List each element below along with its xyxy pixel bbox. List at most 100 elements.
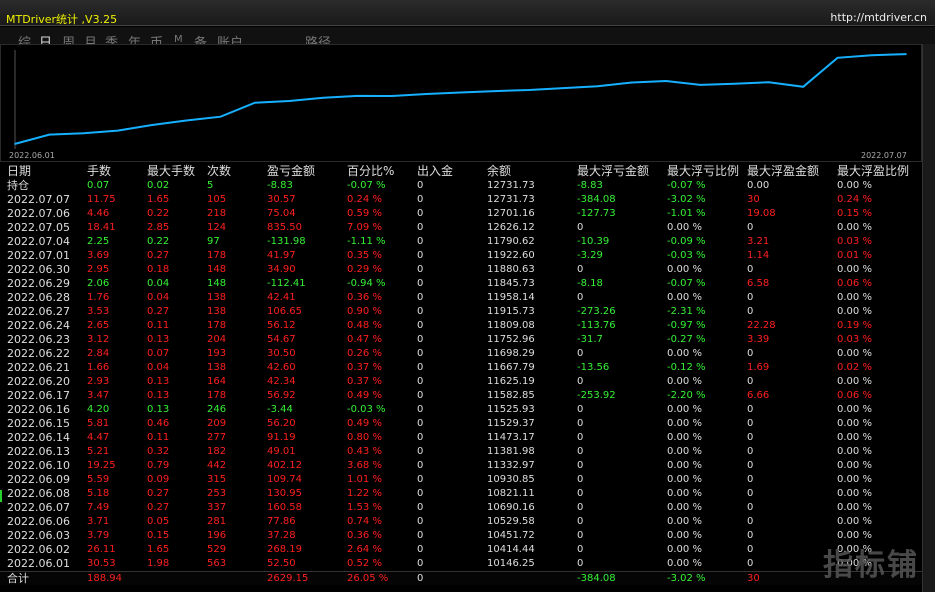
cell-percent: 1.53 % — [347, 502, 382, 513]
cell-max-float-loss-pct: -3.02 % — [667, 194, 706, 205]
cell-pnl: 402.12 — [267, 460, 302, 471]
cell-max-float-loss-pct: -0.27 % — [667, 334, 706, 345]
cell-max-float-loss-pct: -1.01 % — [667, 208, 706, 219]
cell-percent: 0.36 % — [347, 292, 382, 303]
cell-max-float-profit-pct: 0.00 % — [837, 432, 872, 443]
cell-lots: 2.65 — [87, 320, 110, 331]
cell-deposit: 0 — [417, 278, 424, 289]
cell-lots: 7.49 — [87, 502, 110, 513]
cell-lots: 1.76 — [87, 292, 110, 303]
cell-lots: 18.41 — [87, 222, 116, 233]
header-count[interactable]: 次数 — [207, 164, 232, 178]
cell-pnl: 56.12 — [267, 320, 296, 331]
equity-point-23 — [802, 86, 804, 88]
x-axis-end-label: 2022.07.07 — [861, 151, 907, 160]
cell-pnl: 75.04 — [267, 208, 296, 219]
app-url-link[interactable]: http://mtdriver.cn — [830, 11, 927, 24]
cell-deposit: 0 — [417, 348, 424, 359]
cell-deposit: 0 — [417, 432, 424, 443]
cell-max-float-profit: 1.69 — [747, 362, 770, 373]
header-max-float-loss[interactable]: 最大浮亏金额 — [577, 164, 650, 178]
equity-point-9 — [322, 97, 325, 99]
cell-max-float-profit: 0 — [747, 502, 754, 513]
cell-deposit: 0 — [417, 573, 424, 584]
cell-date: 2022.06.15 — [7, 417, 70, 430]
cell-max-float-profit-pct: 0.00 % — [837, 348, 872, 359]
header-lots[interactable]: 手数 — [87, 164, 112, 178]
cell-deposit: 0 — [417, 390, 424, 401]
cell-max-lots: 0.15 — [147, 530, 170, 541]
cell-deposit: 0 — [417, 222, 424, 233]
cell-percent: 0.48 % — [347, 320, 382, 331]
equity-point-0 — [14, 143, 16, 145]
header-deposit[interactable]: 出入金 — [417, 164, 454, 178]
cell-count: 253 — [207, 488, 227, 499]
cell-lots: 3.12 — [87, 334, 110, 345]
cell-max-float-profit: 0 — [747, 376, 754, 387]
cell-max-float-loss-pct: -0.03 % — [667, 250, 706, 261]
cell-max-lots: 0.46 — [147, 418, 170, 429]
equity-point-11 — [391, 95, 393, 97]
header-balance[interactable]: 余额 — [487, 164, 512, 178]
cell-lots: 26.11 — [87, 544, 116, 555]
cell-count: 148 — [207, 278, 227, 289]
cell-max-float-loss: 0 — [577, 376, 584, 387]
header-percent[interactable]: 百分比% — [347, 164, 395, 178]
cell-max-float-loss: 0 — [577, 460, 584, 471]
cell-max-float-loss: 0 — [577, 544, 584, 555]
tab-7[interactable]: M — [174, 34, 183, 45]
cell-deposit: 0 — [417, 544, 424, 555]
cell-date: 2022.07.05 — [7, 221, 70, 234]
cell-max-lots: 1.65 — [147, 194, 170, 205]
cell-count: 209 — [207, 418, 227, 429]
table-row: 2022.06.22 2.84 0.07 193 30.50 0.26 % 0 11698.2… — [0, 347, 922, 361]
equity-point-8 — [288, 100, 291, 102]
cell-balance: 11880.63 — [487, 264, 535, 275]
cell-max-float-profit: 3.39 — [747, 334, 770, 345]
header-pnl[interactable]: 盈亏金额 — [267, 164, 316, 178]
cell-pnl: 109.74 — [267, 474, 302, 485]
cell-max-lots: 0.13 — [147, 404, 170, 415]
cell-max-float-loss: -10.39 — [577, 236, 610, 247]
table-row: 2022.06.27 3.53 0.27 138 106.65 0.90 % 0 11915.… — [0, 305, 922, 319]
cell-max-float-profit-pct: 0.00 % — [837, 530, 872, 541]
header-max-lots[interactable]: 最大手数 — [147, 164, 196, 178]
cell-max-float-profit-pct: 0.01 % — [837, 250, 872, 261]
cell-balance: 10821.11 — [487, 488, 535, 499]
cell-lots: 19.25 — [87, 460, 116, 471]
x-axis-start-label: 2022.06.01 — [9, 151, 55, 160]
cell-lots: 5.59 — [87, 474, 110, 485]
header-date[interactable]: 日期 — [7, 164, 32, 178]
cell-count: 178 — [207, 390, 227, 401]
cell-pnl: -131.98 — [267, 236, 306, 247]
cell-balance: 11845.73 — [487, 278, 535, 289]
cell-pnl: 77.86 — [267, 516, 296, 527]
cell-max-float-loss: -8.18 — [577, 278, 603, 289]
cell-max-lots: 0.27 — [147, 502, 170, 513]
cell-balance: 10414.44 — [487, 544, 535, 555]
cell-pnl: 41.97 — [267, 250, 296, 261]
cell-pnl: -112.41 — [267, 278, 306, 289]
equity-point-13 — [459, 91, 462, 94]
cell-date: 2022.06.14 — [7, 431, 70, 444]
equity-point-15 — [528, 89, 530, 91]
cell-percent: -0.07 % — [347, 180, 386, 191]
cell-max-float-profit: 22.28 — [747, 320, 776, 331]
header-max-float-profit-pct[interactable]: 最大浮盈比例 — [837, 164, 910, 178]
cell-max-float-loss: 0 — [577, 432, 584, 443]
cell-date: 2022.07.07 — [7, 193, 70, 206]
cell-percent: 0.37 % — [347, 362, 382, 373]
cell-max-float-profit: 6.58 — [747, 278, 770, 289]
cell-lots: 1.66 — [87, 362, 110, 373]
cell-max-float-loss: 0 — [577, 348, 584, 359]
cell-pnl: 130.95 — [267, 488, 302, 499]
cell-percent: 0.35 % — [347, 250, 382, 261]
cell-count: 124 — [207, 222, 227, 233]
cell-date: 2022.06.10 — [7, 459, 70, 472]
cell-count: 193 — [207, 348, 227, 359]
header-max-float-loss-pct[interactable]: 最大浮亏比例 — [667, 164, 740, 178]
vertical-scrollbar[interactable] — [922, 44, 935, 592]
cell-lots: 4.20 — [87, 404, 110, 415]
cell-deposit: 0 — [417, 446, 424, 457]
header-max-float-profit[interactable]: 最大浮盈金额 — [747, 164, 820, 178]
